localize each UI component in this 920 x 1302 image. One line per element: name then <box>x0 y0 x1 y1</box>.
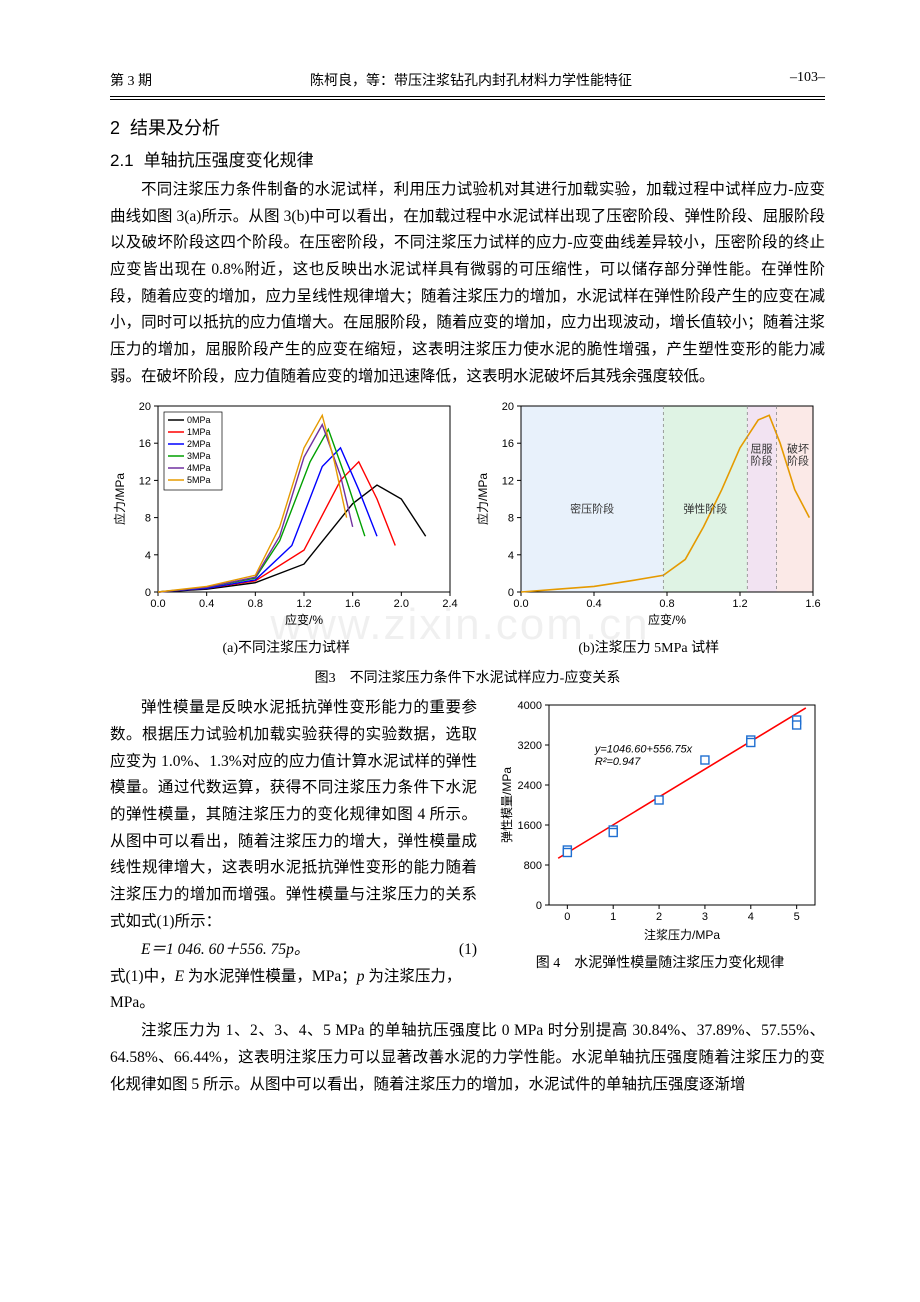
svg-text:1.2: 1.2 <box>296 598 311 610</box>
svg-text:3200: 3200 <box>518 740 542 752</box>
svg-text:应力/MPa: 应力/MPa <box>475 473 490 525</box>
svg-text:1.6: 1.6 <box>345 598 360 610</box>
svg-text:0.4: 0.4 <box>199 598 214 610</box>
issue: 第 3 期 <box>110 70 152 90</box>
figure3b-subcaption: (b)注浆压力 5MPa 试样 <box>473 637 826 657</box>
svg-text:1.6: 1.6 <box>805 598 820 610</box>
subsection-number: 2.1 <box>110 151 134 170</box>
svg-text:0.8: 0.8 <box>659 598 674 610</box>
svg-text:2.0: 2.0 <box>394 598 409 610</box>
svg-text:5MPa: 5MPa <box>187 475 211 485</box>
running-header: 第 3 期 陈柯良，等：带压注浆钻孔内封孔材料力学性能特征 –103– <box>110 70 825 94</box>
svg-text:屈服: 屈服 <box>750 443 772 456</box>
svg-text:1MPa: 1MPa <box>187 427 211 437</box>
figure3a-chart: 0.0 0.4 0.8 1.2 1.6 2.0 2.4 0 4 8 12 16 20 应变/% 应力/MPa… <box>110 398 460 628</box>
svg-text:弹性阶段: 弹性阶段 <box>683 502 727 516</box>
svg-text:阶段: 阶段 <box>787 454 809 468</box>
figure3a-subcaption: (a)不同注浆压力试样 <box>110 637 463 657</box>
paragraph-3: 式(1)中，E 为水泥弹性模量，MPa；p 为注浆压力，MPa。 <box>110 964 477 1017</box>
svg-text:1: 1 <box>610 911 616 923</box>
svg-text:5: 5 <box>794 911 800 923</box>
svg-text:800: 800 <box>524 860 542 872</box>
svg-text:16: 16 <box>501 438 513 450</box>
paragraph-2: 弹性模量是反映水泥抵抗弹性变形能力的重要参数。根据压力试验机加载实验获得的实验数… <box>110 695 477 935</box>
rule-top <box>110 96 825 97</box>
svg-text:4000: 4000 <box>518 700 542 712</box>
section-heading: 2 结果及分析 <box>110 114 825 140</box>
svg-text:应力/MPa: 应力/MPa <box>112 473 127 525</box>
subsection-heading: 2.1 单轴抗压强度变化规律 <box>110 146 825 171</box>
svg-text:0MPa: 0MPa <box>187 415 211 425</box>
svg-text:2MPa: 2MPa <box>187 439 211 449</box>
svg-text:应变/%: 应变/% <box>285 612 323 627</box>
svg-text:应变/%: 应变/% <box>647 612 685 627</box>
svg-text:16: 16 <box>139 438 151 450</box>
svg-text:20: 20 <box>501 401 513 413</box>
svg-text:4: 4 <box>145 550 151 562</box>
svg-text:y=1046.60+556.75x: y=1046.60+556.75x <box>594 744 693 756</box>
paragraph-4: 注浆压力为 1、2、3、4、5 MPa 的单轴抗压强度比 0 MPa 时分别提高… <box>110 1018 825 1098</box>
svg-text:0: 0 <box>145 587 151 599</box>
equation-1: E＝1 046. 60＋556. 75p。 (1) <box>110 937 477 963</box>
svg-text:1600: 1600 <box>518 820 542 832</box>
section-title: 结果及分析 <box>130 118 220 138</box>
svg-text:4: 4 <box>507 550 513 562</box>
paragraph-1: 不同注浆压力条件制备的水泥试样，利用压力试验机对其进行加载实验，加载过程中试样应… <box>110 177 825 390</box>
figure3b-chart: 0.0 0.4 0.8 1.2 1.6 0 4 8 12 16 20 应变/% 应力/MPa 密压阶段 弹性… <box>473 398 823 628</box>
svg-text:3: 3 <box>702 911 708 923</box>
svg-text:0: 0 <box>507 587 513 599</box>
svg-text:密压阶段: 密压阶段 <box>570 502 614 516</box>
svg-text:R²=0.947: R²=0.947 <box>595 756 641 768</box>
svg-text:注浆压力/MPa: 注浆压力/MPa <box>644 927 720 942</box>
svg-text:2400: 2400 <box>518 780 542 792</box>
svg-text:0: 0 <box>564 911 570 923</box>
svg-text:12: 12 <box>501 476 513 488</box>
figure3-caption: 图3 不同注浆压力条件下水泥试样应力-应变关系 <box>110 667 825 687</box>
svg-text:4MPa: 4MPa <box>187 463 211 473</box>
svg-text:0: 0 <box>536 900 542 912</box>
figure3-row: 0.0 0.4 0.8 1.2 1.6 2.0 2.4 0 4 8 12 16 20 应变/% 应力/MPa… <box>110 398 825 657</box>
svg-text:3MPa: 3MPa <box>187 451 211 461</box>
author-title: 陈柯良，等：带压注浆钻孔内封孔材料力学性能特征 <box>310 70 632 90</box>
svg-text:8: 8 <box>507 513 513 525</box>
rule-top2 <box>110 99 825 100</box>
svg-text:12: 12 <box>139 476 151 488</box>
svg-text:0.4: 0.4 <box>586 598 601 610</box>
svg-text:破坏: 破坏 <box>787 442 809 456</box>
svg-text:0.0: 0.0 <box>150 598 165 610</box>
svg-text:弹性模量/MPa: 弹性模量/MPa <box>500 767 514 843</box>
figure4-chart: 0 1 2 3 4 5 0 800 1600 2400 3200 4000 注浆压力/MPa 弹性模量/M… <box>495 695 825 945</box>
svg-text:1.2: 1.2 <box>732 598 747 610</box>
svg-text:阶段: 阶段 <box>750 454 772 468</box>
svg-text:20: 20 <box>139 401 151 413</box>
svg-text:4: 4 <box>748 911 754 923</box>
svg-text:0.8: 0.8 <box>248 598 263 610</box>
svg-text:0.0: 0.0 <box>513 598 528 610</box>
svg-text:8: 8 <box>145 513 151 525</box>
svg-text:2: 2 <box>656 911 662 923</box>
section-number: 2 <box>110 118 120 138</box>
figure4-caption: 图 4 水泥弹性模量随注浆压力变化规律 <box>495 952 825 972</box>
subsection-title: 单轴抗压强度变化规律 <box>144 151 314 170</box>
svg-text:2.4: 2.4 <box>442 598 457 610</box>
page-number: –103– <box>790 70 825 90</box>
